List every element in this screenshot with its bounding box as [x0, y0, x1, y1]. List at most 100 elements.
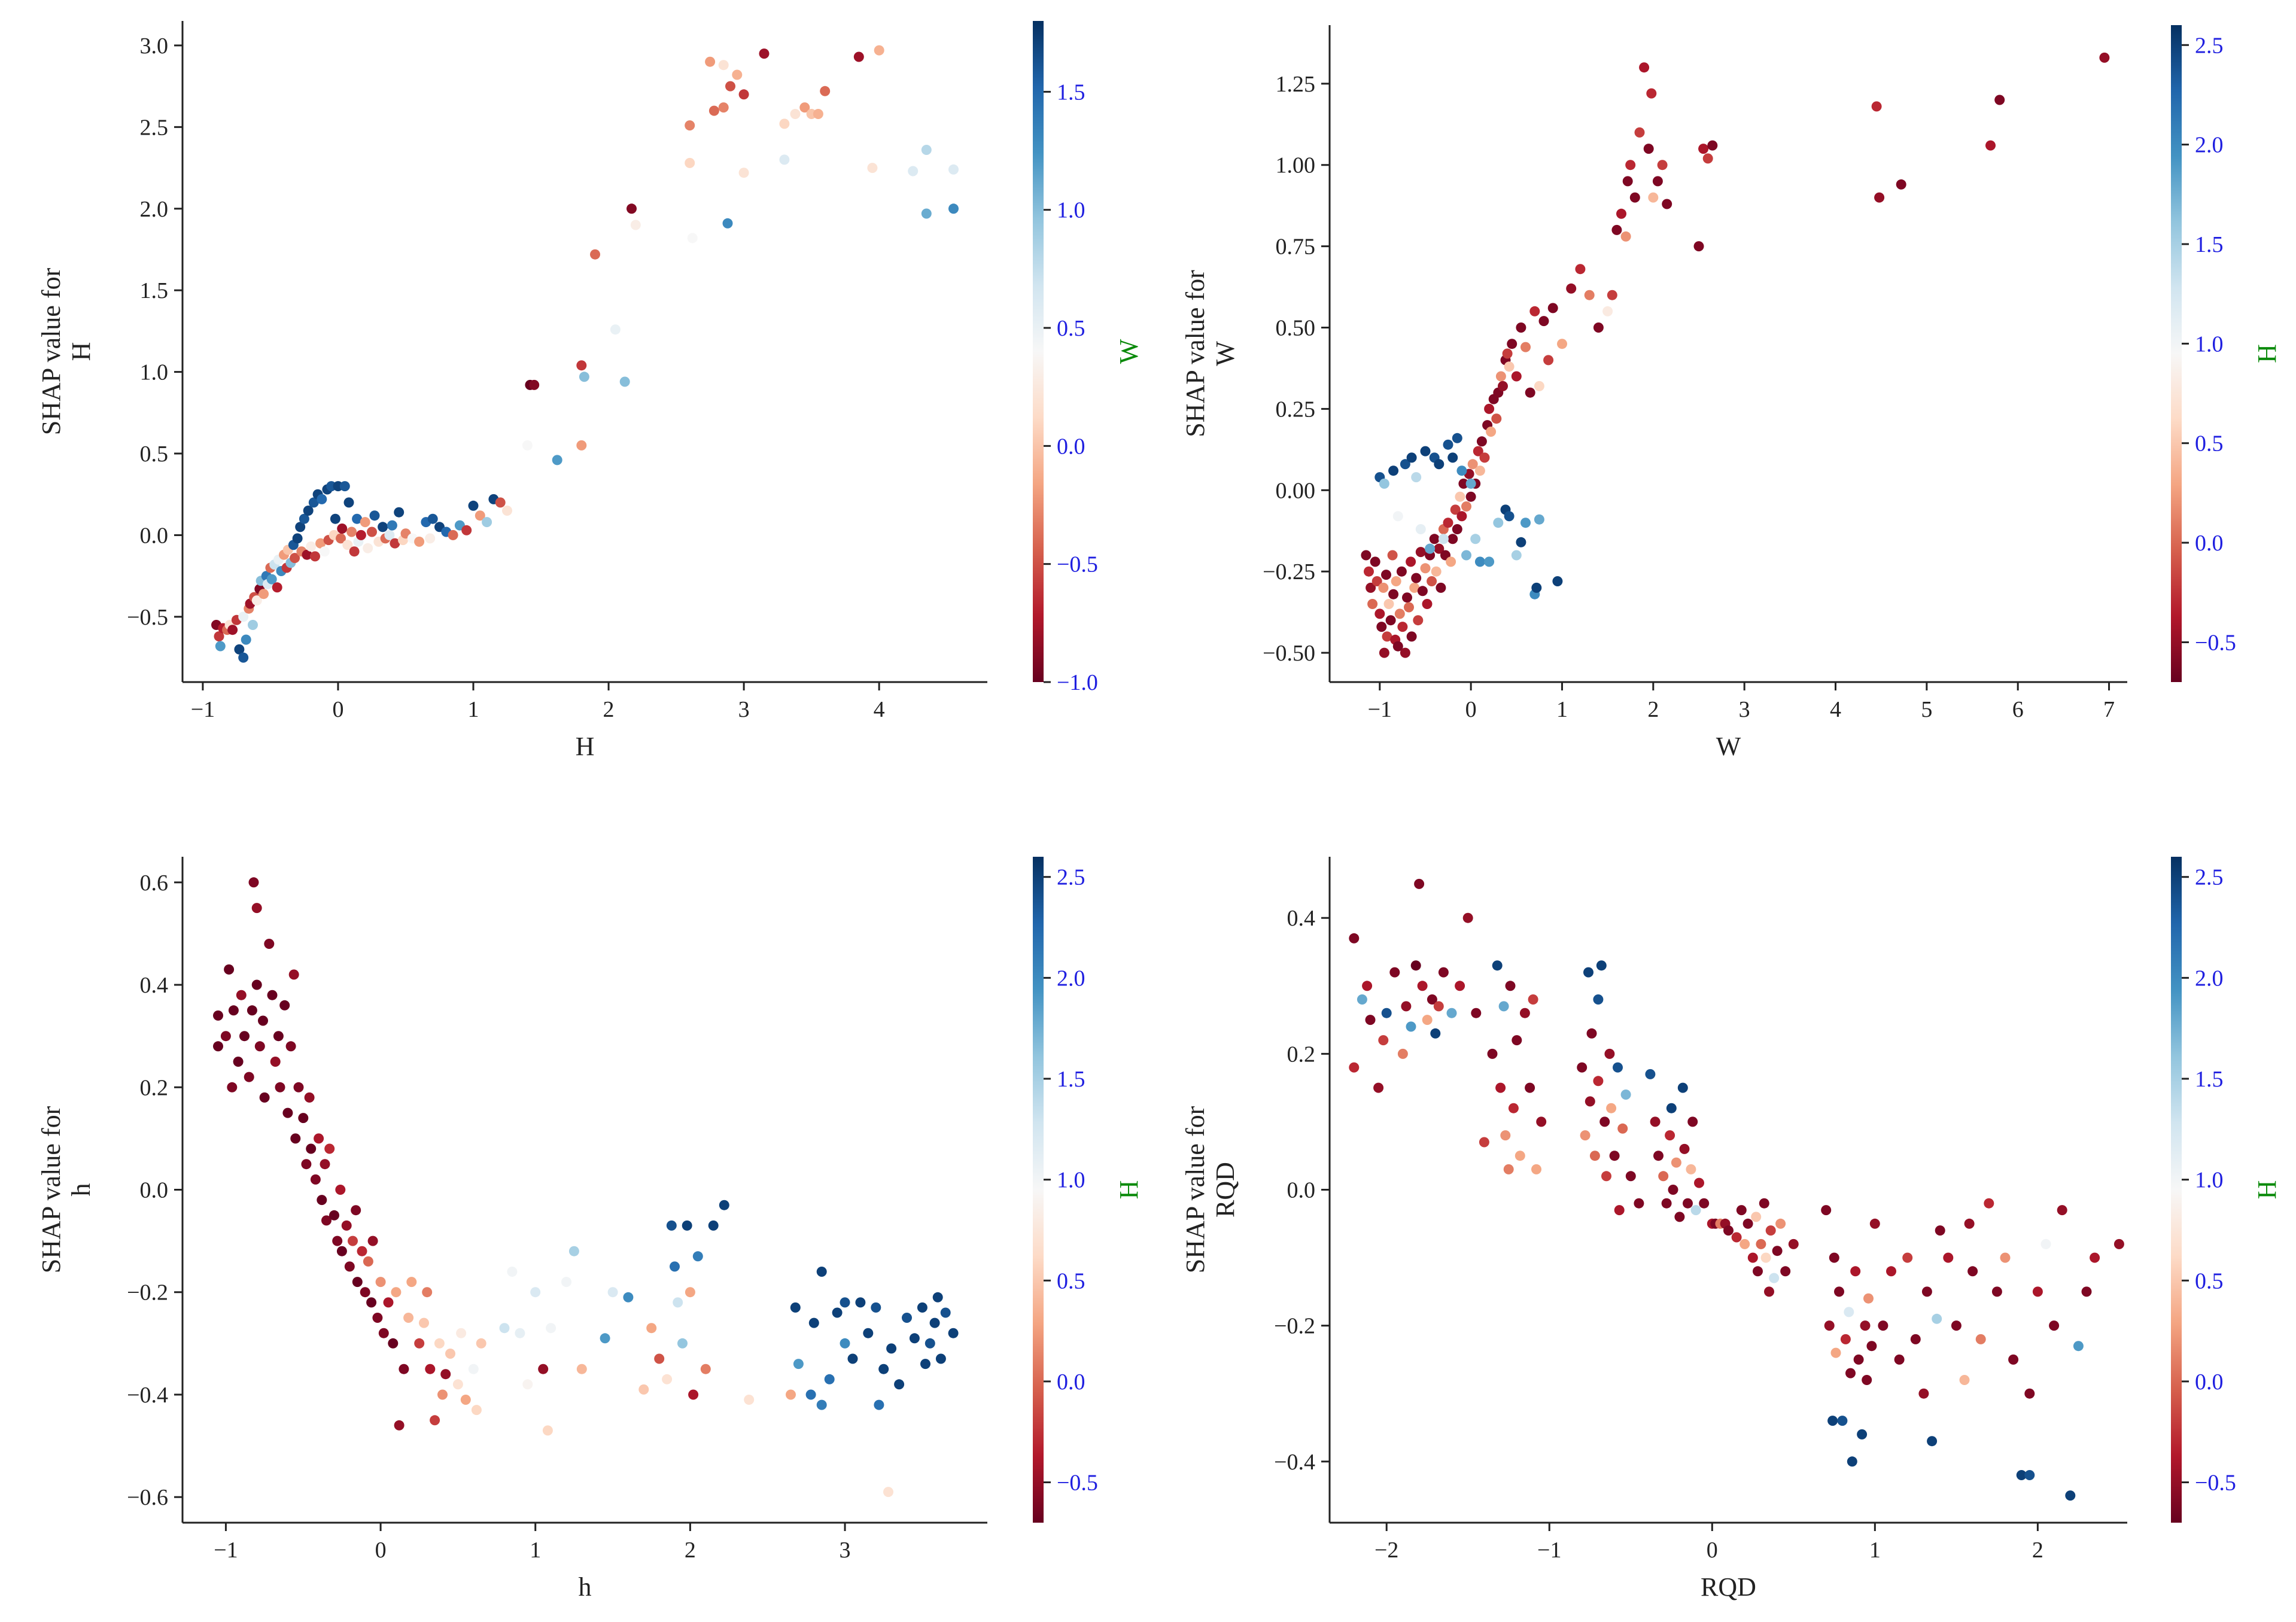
scatter-point	[399, 1364, 409, 1374]
scatter-point	[308, 497, 319, 508]
colorbar-tick-label: 0.0	[1057, 1370, 1085, 1395]
scatter-point	[638, 1384, 649, 1395]
scatter-point	[1690, 1205, 1701, 1216]
scatter-point	[874, 45, 884, 56]
scatter-point	[1427, 994, 1437, 1005]
x-tick-label: 2	[603, 697, 615, 722]
scatter-point	[1740, 1238, 1750, 1249]
colorbar-tick-label: −0.5	[2195, 630, 2236, 655]
scatter-point	[2040, 1238, 2051, 1249]
x-axis-label: W	[1716, 732, 1741, 761]
scatter-point	[1824, 1320, 1835, 1331]
scatter-point	[1534, 514, 1544, 525]
scatter-point	[1392, 641, 1403, 652]
scatter-point	[369, 510, 380, 521]
colorbar-tick-label: 2.5	[1057, 865, 1085, 890]
scatter-point	[1387, 550, 1398, 561]
scatter-point	[1580, 1130, 1591, 1141]
scatter-point	[471, 1405, 482, 1416]
scatter-point	[940, 1307, 951, 1318]
scatter-point	[1376, 622, 1387, 632]
scatter-point	[662, 1374, 673, 1384]
x-tick-label: 2	[1647, 697, 1659, 722]
scatter-point	[352, 513, 363, 524]
scatter-point	[840, 1297, 850, 1308]
scatter-point	[1461, 501, 1471, 512]
scatter-point	[1652, 176, 1663, 187]
scatter-point	[1694, 1177, 1704, 1188]
colorbar-tick-label: 2.0	[2195, 966, 2224, 991]
scatter-point	[1427, 576, 1437, 586]
scatter-point	[299, 513, 309, 524]
scatter-point	[419, 1317, 429, 1328]
scatter-point	[303, 506, 314, 516]
scatter-point	[1431, 566, 1442, 577]
scatter-point	[332, 1235, 343, 1246]
scatter-point	[610, 324, 621, 335]
scatter-point	[673, 1297, 683, 1308]
scatter-point	[1515, 1151, 1525, 1161]
scatter-point	[367, 527, 377, 537]
scatter-point	[908, 166, 919, 176]
scatter-point	[1653, 1151, 1664, 1161]
scatter-point	[337, 524, 348, 534]
y-tick-label: −0.2	[127, 1280, 168, 1305]
scatter-point	[1397, 1048, 1408, 1059]
scatter-point	[2065, 1490, 2076, 1501]
scatter-point	[236, 990, 247, 1000]
x-tick-label: 4	[1830, 697, 1841, 722]
scatter-point	[272, 582, 282, 593]
scatter-point	[1373, 1082, 1384, 1093]
scatter-point	[1528, 994, 1538, 1005]
scatter-point	[1679, 1143, 1690, 1154]
scatter-point	[805, 1389, 816, 1400]
scatter-point	[1769, 1273, 1780, 1283]
scatter-point	[1531, 582, 1542, 593]
x-tick-label: 3	[840, 1538, 851, 1563]
scatter-point	[1511, 371, 1522, 382]
scatter-point	[1593, 1076, 1604, 1087]
scatter-point	[1625, 1171, 1636, 1182]
colorbar	[1033, 21, 1044, 682]
scatter-point	[1374, 608, 1385, 619]
scatter-point	[1699, 1198, 1710, 1209]
colorbar	[1033, 857, 1044, 1523]
scatter-point	[220, 1031, 231, 1042]
scatter-point	[1759, 1198, 1769, 1209]
scatter-point	[341, 1220, 352, 1231]
scatter-point	[816, 1267, 827, 1277]
y-axis-label-line: H	[66, 342, 96, 361]
scatter-point	[576, 360, 587, 371]
scatter-point	[310, 551, 320, 562]
scatter-point	[251, 979, 262, 990]
scatter-point	[948, 1328, 959, 1338]
scatter-point	[1666, 1103, 1677, 1113]
scatter-point	[1617, 1123, 1628, 1134]
scatter-point	[452, 1379, 463, 1390]
y-tick-label: 0.50	[1276, 316, 1316, 341]
scatter-point	[1871, 101, 1882, 112]
scatter-point	[921, 208, 932, 219]
scatter-point	[1552, 576, 1563, 586]
scatter-point	[499, 1323, 510, 1334]
scatter-point	[351, 1205, 361, 1216]
scatter-point	[388, 1338, 399, 1349]
y-tick-label: 1.5	[140, 278, 169, 303]
scatter-point	[346, 527, 357, 537]
scatter-point	[1495, 1082, 1506, 1093]
scatter-point	[422, 1287, 433, 1298]
scatter-point	[254, 1041, 265, 1052]
scatter-point	[342, 540, 353, 550]
y-tick-label: 0.0	[140, 1178, 169, 1203]
scatter-point	[279, 1000, 290, 1011]
scatter-point	[1964, 1218, 1975, 1229]
scatter-point	[1498, 1001, 1509, 1012]
scatter-point	[685, 157, 695, 168]
scatter-point	[1935, 1225, 1945, 1236]
y-tick-label: 1.0	[140, 360, 169, 385]
scatter-point	[1422, 1015, 1433, 1025]
scatter-point	[1845, 1368, 1856, 1378]
scatter-point	[227, 625, 238, 635]
scatter-point	[306, 1143, 317, 1154]
scatter-point	[1504, 361, 1515, 372]
